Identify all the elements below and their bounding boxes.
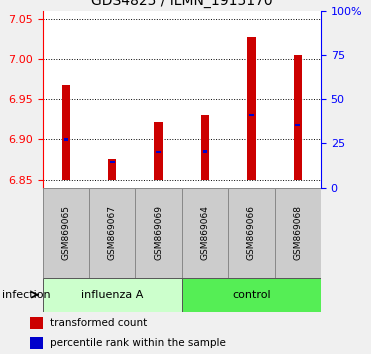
- Bar: [249, 114, 254, 116]
- Text: GSM869066: GSM869066: [247, 205, 256, 260]
- Bar: [293, 55, 302, 179]
- Bar: [63, 138, 68, 141]
- FancyBboxPatch shape: [275, 188, 321, 278]
- Text: GSM869064: GSM869064: [200, 205, 210, 260]
- FancyBboxPatch shape: [43, 188, 89, 278]
- FancyBboxPatch shape: [228, 188, 275, 278]
- Text: infection: infection: [2, 290, 51, 300]
- FancyBboxPatch shape: [182, 278, 321, 312]
- FancyBboxPatch shape: [43, 278, 182, 312]
- Text: transformed count: transformed count: [50, 318, 147, 329]
- Bar: [30, 318, 43, 329]
- Bar: [201, 115, 209, 179]
- Bar: [30, 337, 43, 349]
- FancyBboxPatch shape: [89, 188, 135, 278]
- Text: GSM869068: GSM869068: [293, 205, 302, 260]
- Bar: [62, 85, 70, 179]
- Bar: [108, 159, 116, 179]
- FancyBboxPatch shape: [135, 188, 182, 278]
- Text: GSM869067: GSM869067: [108, 205, 117, 260]
- Text: control: control: [232, 290, 271, 300]
- Bar: [247, 37, 256, 179]
- Text: influenza A: influenza A: [81, 290, 144, 300]
- FancyBboxPatch shape: [182, 188, 228, 278]
- Text: percentile rank within the sample: percentile rank within the sample: [50, 338, 226, 348]
- Text: GSM869069: GSM869069: [154, 205, 163, 260]
- Text: GSM869065: GSM869065: [61, 205, 70, 260]
- Bar: [295, 124, 300, 126]
- Bar: [156, 151, 161, 153]
- Title: GDS4825 / ILMN_1915170: GDS4825 / ILMN_1915170: [91, 0, 273, 8]
- Bar: [154, 122, 163, 179]
- Bar: [203, 150, 207, 153]
- Bar: [110, 161, 115, 163]
